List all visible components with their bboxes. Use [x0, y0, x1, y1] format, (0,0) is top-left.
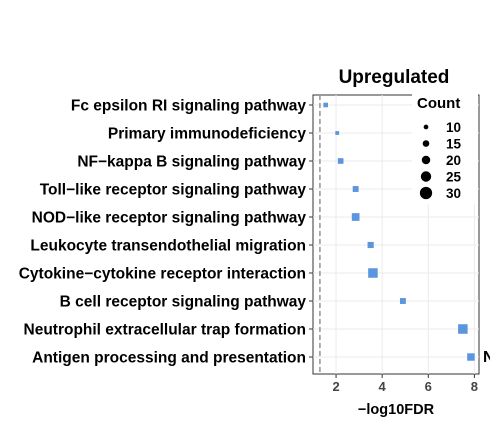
category-label: B cell receptor signaling pathway: [60, 294, 307, 311]
legend-marker: [421, 155, 431, 165]
legend-label: 20: [446, 153, 461, 168]
data-point: [337, 158, 344, 164]
legend-label: 15: [446, 137, 462, 152]
legend-marker: [420, 171, 432, 182]
category-labels: Fc epsilon RI signaling pathway Primary i…: [19, 98, 313, 367]
category-label: Toll−like receptor signaling pathway: [40, 182, 307, 199]
data-point: [467, 353, 475, 361]
legend-title: Count: [417, 95, 460, 112]
data-point: [335, 131, 340, 135]
x-tick-label: 4: [379, 379, 387, 394]
chart-title: Upregulated: [339, 67, 450, 88]
data-point: [458, 324, 468, 334]
x-tick-label: 2: [332, 379, 339, 394]
data-point: [368, 268, 378, 278]
legend-background: [412, 92, 478, 204]
legend-label: 10: [446, 120, 461, 135]
clipped-edge-text: N: [483, 349, 490, 366]
category-label: Neutrophil extracellular trap formation: [24, 322, 307, 339]
data-point: [323, 102, 328, 108]
legend-label: 30: [446, 186, 461, 201]
x-tick-label: 6: [425, 379, 432, 394]
category-label: NF−kappa B signaling pathway: [77, 154, 306, 171]
points: [323, 102, 475, 361]
data-point: [352, 186, 359, 192]
category-label: Antigen processing and presentation: [32, 350, 306, 367]
x-axis-label: −log10FDR: [358, 402, 435, 418]
category-label: NOD−like receptor signaling pathway: [32, 210, 307, 227]
x-axis-ticks: 2 4 6 8: [332, 374, 478, 394]
category-label: Primary immunodeficiency: [108, 126, 307, 143]
data-point: [367, 241, 374, 249]
category-label: Fc epsilon RI signaling pathway: [71, 98, 306, 115]
data-point: [351, 213, 360, 221]
legend-marker: [423, 124, 429, 130]
category-label: Leukocyte transendothelial migration: [30, 238, 306, 255]
x-tick-label: 8: [471, 379, 478, 394]
data-point: [399, 298, 406, 304]
legend-label: 25: [446, 170, 462, 185]
legend-marker: [419, 186, 433, 200]
legend-marker: [422, 140, 430, 147]
category-label: Cytokine−cytokine receptor interaction: [19, 266, 306, 283]
